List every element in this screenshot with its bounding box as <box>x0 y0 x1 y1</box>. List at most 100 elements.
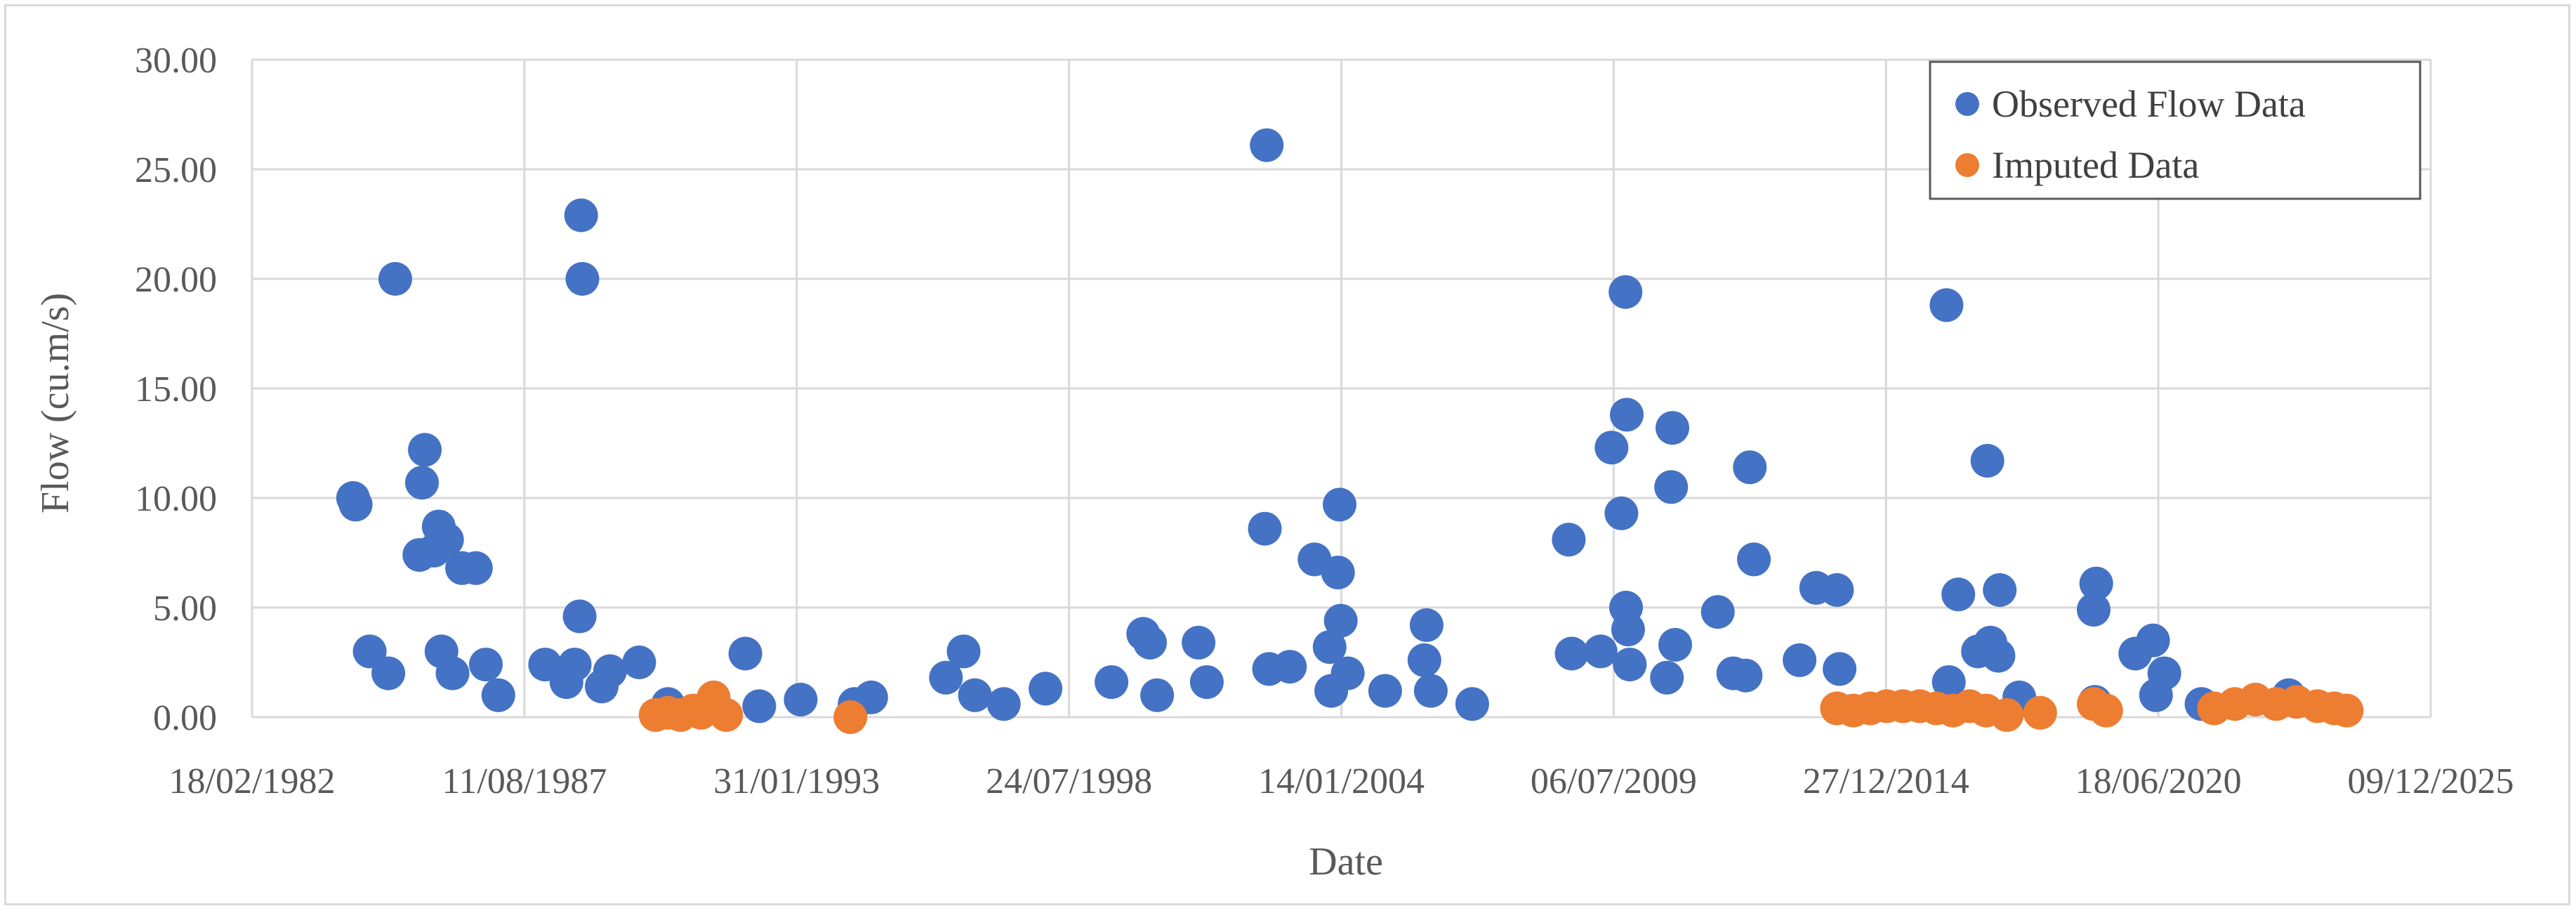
observed-point <box>1733 450 1767 485</box>
observed-point <box>1700 595 1735 629</box>
imputed-point <box>833 700 868 734</box>
observed-point <box>1133 625 1167 660</box>
observed-point <box>1250 128 1284 162</box>
observed-point <box>416 533 451 568</box>
observed-point <box>1321 556 1355 590</box>
observed-point <box>1820 573 1854 607</box>
x-tick-label: 11/08/1987 <box>442 761 607 801</box>
observed-point <box>1823 652 1857 686</box>
legend-label-observed: Observed Flow Data <box>1992 83 2306 125</box>
observed-point <box>958 678 992 712</box>
observed-point <box>1413 674 1448 708</box>
observed-point <box>435 656 470 690</box>
observed-point <box>2139 678 2173 712</box>
observed-point <box>1407 643 1441 677</box>
observed-point <box>1189 665 1224 700</box>
observed-point <box>408 433 442 467</box>
observed-point <box>1323 603 1358 638</box>
x-tick-label: 18/02/1982 <box>169 761 336 801</box>
observed-point <box>352 634 387 669</box>
observed-point <box>405 466 439 500</box>
observed-point <box>1609 275 1643 309</box>
observed-point <box>1656 411 1689 445</box>
observed-point <box>565 262 600 296</box>
observed-point <box>1140 678 1175 712</box>
chart-frame: 0.00 5.00 10.00 15.00 20.00 25.00 30.00 18/02/… <box>4 4 2570 905</box>
series-observed-flow <box>336 128 2306 723</box>
observed-point <box>1312 630 1347 664</box>
observed-point <box>338 487 373 522</box>
y-axis-title: Flow (cu.m/s) <box>34 293 77 513</box>
observed-point <box>1737 542 1771 577</box>
observed-point <box>1610 398 1644 432</box>
y-tick-label: 20.00 <box>135 260 217 300</box>
observed-point <box>1981 638 2016 673</box>
observed-point <box>1613 648 1647 682</box>
observed-point <box>946 634 981 669</box>
observed-point <box>1970 444 2004 478</box>
x-tick-label: 24/07/1998 <box>986 761 1152 801</box>
observed-point <box>564 198 598 232</box>
imputed-point <box>2089 693 2123 728</box>
y-axis-ticks: 0.00 5.00 10.00 15.00 20.00 25.00 30.00 <box>135 41 217 738</box>
observed-point <box>1029 671 1063 706</box>
observed-point <box>1323 487 1356 522</box>
observed-point <box>458 551 493 585</box>
imputed-point <box>1990 697 2024 732</box>
observed-point <box>562 599 597 634</box>
y-tick-label: 5.00 <box>153 589 217 629</box>
observed-point <box>1583 634 1618 669</box>
observed-point <box>557 648 592 682</box>
observed-point <box>1931 665 1966 700</box>
observed-point <box>469 648 503 682</box>
observed-point <box>1552 523 1586 557</box>
observed-point <box>1929 288 1964 322</box>
observed-point <box>1941 577 1976 612</box>
observed-point <box>1650 660 1684 695</box>
observed-point <box>742 689 777 723</box>
legend: Observed Flow Data Imputed Data <box>1929 60 2422 200</box>
x-tick-label: 09/12/2025 <box>2348 761 2514 801</box>
imputed-point <box>2023 695 2057 730</box>
data-points <box>336 128 2364 734</box>
x-axis-ticks: 18/02/1982 11/08/1987 31/01/1993 24/07/1998… <box>169 761 2514 801</box>
legend-box <box>1929 60 2422 200</box>
observed-point <box>1594 431 1629 465</box>
gridlines <box>251 58 2432 719</box>
observed-point <box>1368 674 1402 708</box>
y-tick-label: 25.00 <box>135 150 217 190</box>
observed-point <box>371 656 406 690</box>
observed-point <box>1783 643 1817 677</box>
observed-point <box>2079 566 2113 601</box>
x-tick-label: 31/01/1993 <box>713 761 880 801</box>
observed-point <box>1409 608 1444 642</box>
observed-point <box>1983 573 2017 607</box>
observed-point <box>1654 470 1689 504</box>
observed-point <box>1554 636 1589 671</box>
observed-point <box>986 687 1021 721</box>
x-tick-label: 27/12/2014 <box>1803 761 1969 801</box>
observed-point <box>1095 665 1129 700</box>
imputed-point <box>2330 693 2364 728</box>
observed-point <box>784 683 818 716</box>
observed-point <box>1455 687 1489 721</box>
legend-swatch-imputed <box>1955 153 1979 177</box>
y-tick-label: 15.00 <box>135 369 217 409</box>
observed-point <box>622 645 656 679</box>
imputed-point <box>709 697 744 732</box>
observed-point <box>378 262 412 296</box>
observed-point <box>1248 511 1282 546</box>
observed-point <box>481 678 515 712</box>
x-tick-label: 06/07/2009 <box>1531 761 1697 801</box>
observed-point <box>1273 650 1307 684</box>
scatter-chart: 0.00 5.00 10.00 15.00 20.00 25.00 30.00 18/02/… <box>34 41 2514 884</box>
x-axis-title: Date <box>1309 840 1383 884</box>
observed-point <box>929 660 963 695</box>
y-tick-label: 30.00 <box>135 41 217 81</box>
observed-point <box>1611 612 1645 647</box>
observed-point <box>1330 656 1365 690</box>
observed-point <box>1658 628 1692 662</box>
observed-point <box>2136 623 2170 657</box>
observed-point <box>728 636 762 671</box>
observed-point <box>1604 496 1639 530</box>
